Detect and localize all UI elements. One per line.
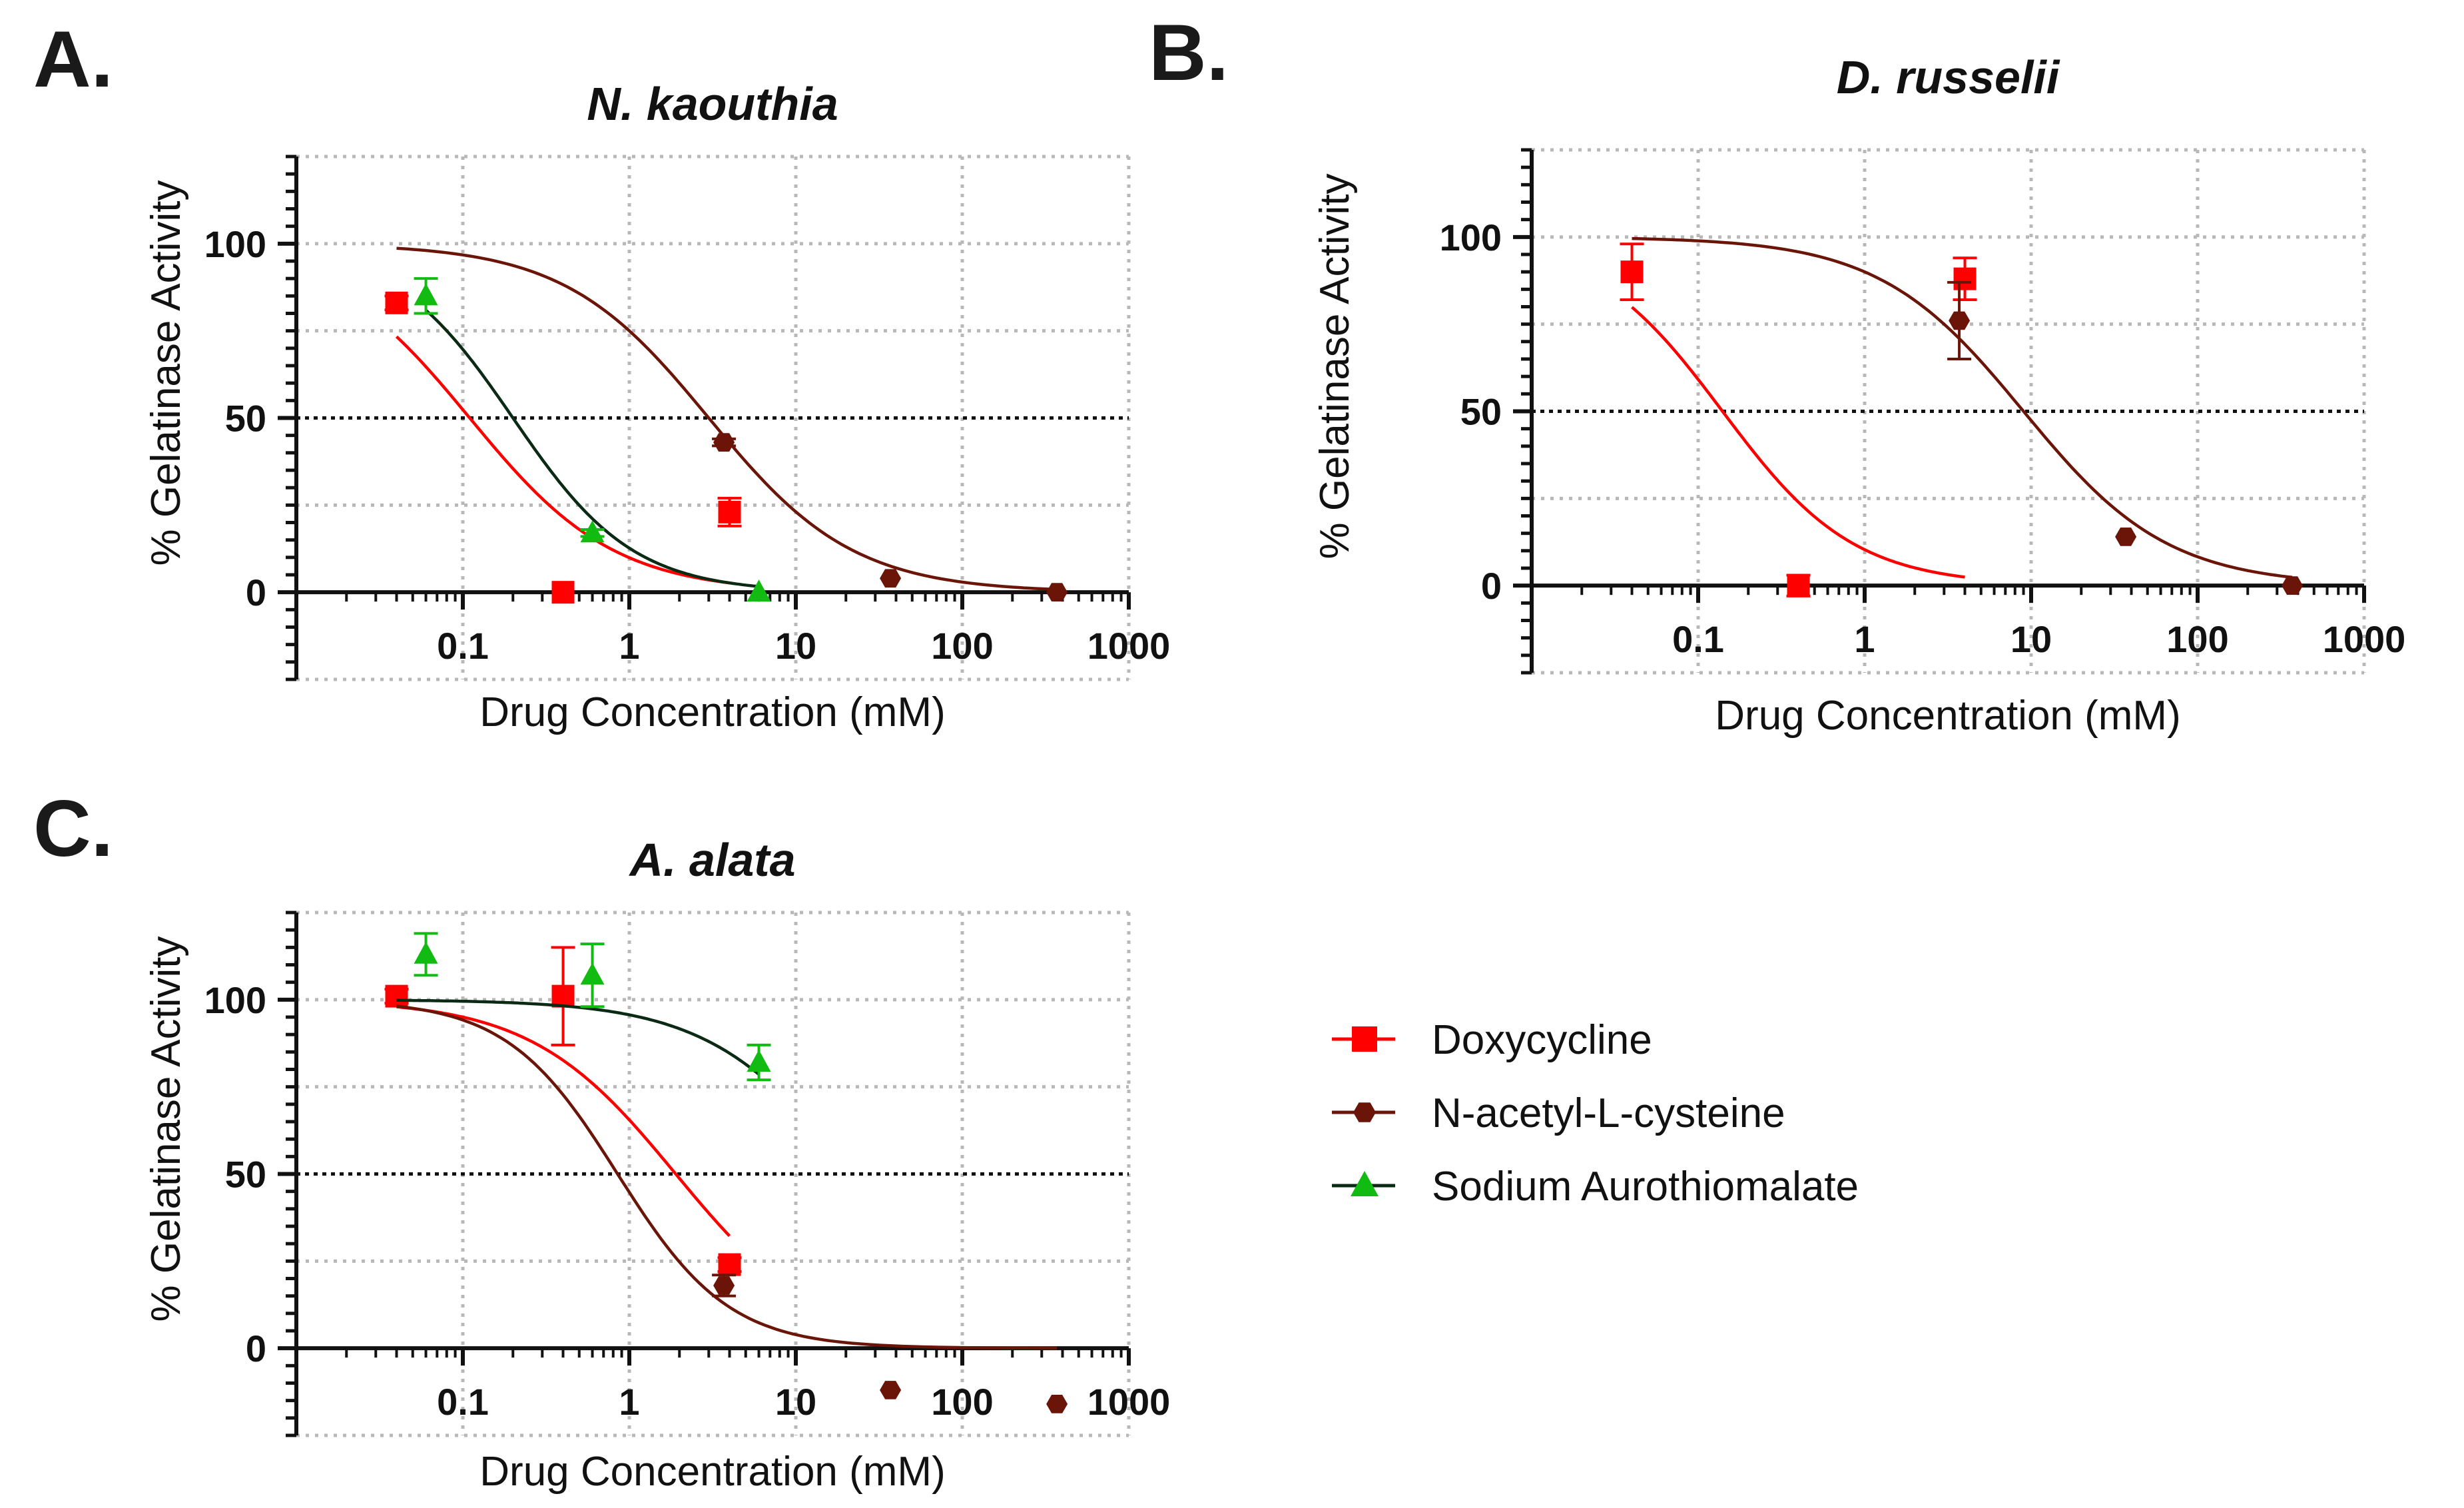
x-tick-label: 0.1 bbox=[437, 625, 489, 667]
data-point-hexagon bbox=[713, 433, 735, 452]
x-tick-label: 100 bbox=[931, 1381, 993, 1423]
data-point-hexagon bbox=[2115, 528, 2137, 546]
y-tick-label: 0 bbox=[1481, 565, 1502, 607]
legend-item-doxycycline: Doxycycline bbox=[1332, 1017, 1652, 1063]
x-tick-label: 1 bbox=[619, 625, 639, 667]
y-tick-label: 50 bbox=[225, 398, 266, 440]
x-axis-label: Drug Concentration (mM) bbox=[479, 1449, 945, 1495]
x-tick-label: 10 bbox=[775, 625, 816, 667]
legend-label: Sodium Aurothiomalate bbox=[1432, 1164, 1859, 1210]
y-tick-label: 0 bbox=[246, 1327, 266, 1369]
y-tick-label: 50 bbox=[225, 1154, 266, 1196]
fit-curve bbox=[396, 1004, 1058, 1350]
data-point-hexagon bbox=[1046, 583, 1068, 601]
x-tick-label: 100 bbox=[2166, 618, 2228, 660]
panel-letter: B. bbox=[1149, 8, 1229, 97]
legend-triangle-marker bbox=[1351, 1171, 1379, 1196]
legend-square-marker bbox=[1352, 1026, 1377, 1052]
data-point-square bbox=[551, 581, 575, 604]
x-tick-label: 10 bbox=[775, 1381, 816, 1423]
x-axis-label: Drug Concentration (mM) bbox=[479, 689, 945, 735]
data-point-triangle bbox=[580, 520, 605, 543]
legend: Doxycycline N-acetyl-L-cysteine Sodium A… bbox=[1332, 1017, 1859, 1210]
panel-b: B. D. russelii 0 50 100 0.1 1 10 100 1000 Drug … bbox=[1149, 8, 2405, 739]
plot-area: 0 50 100 0.1 1 10 100 1000 bbox=[204, 911, 1171, 1437]
data-point-square bbox=[718, 500, 741, 524]
y-tick-label: 100 bbox=[204, 979, 266, 1021]
legend-item-sodium-aurothiomalate: Sodium Aurothiomalate bbox=[1332, 1164, 1859, 1210]
x-tick-label: 1 bbox=[1854, 618, 1875, 660]
panel-c: C. A. alata 0 50 100 0.1 1 10 100 1000 Drug Con… bbox=[33, 784, 1170, 1495]
data-point-hexagon bbox=[880, 1381, 902, 1399]
data-point-triangle bbox=[414, 941, 438, 964]
plot-area: 0 50 100 0.1 1 10 100 1000 bbox=[1440, 148, 2406, 675]
chart-title: N. kaouthia bbox=[587, 78, 838, 130]
data-point-hexagon bbox=[2282, 576, 2304, 595]
data-point-triangle bbox=[580, 962, 605, 985]
y-axis-label: % Gelatinase Activity bbox=[143, 937, 189, 1322]
data-point-square bbox=[1620, 260, 1644, 284]
data-point-hexagon bbox=[880, 569, 902, 588]
data-point-square bbox=[385, 984, 408, 1008]
fit-curve bbox=[1632, 236, 2293, 579]
data-point-square bbox=[1953, 267, 1977, 290]
x-tick-label: 100 bbox=[931, 625, 993, 667]
y-tick-label: 0 bbox=[246, 571, 266, 613]
panel-letter: C. bbox=[33, 784, 113, 873]
data-point-square bbox=[1787, 574, 1810, 597]
legend-label: N-acetyl-L-cysteine bbox=[1432, 1090, 1785, 1136]
chart-title: A. alata bbox=[629, 834, 796, 886]
x-tick-label: 1000 bbox=[1087, 625, 1171, 667]
fit-curve bbox=[396, 998, 760, 1076]
data-point-triangle bbox=[747, 579, 771, 602]
y-tick-label: 100 bbox=[204, 223, 266, 265]
fit-curve bbox=[396, 1005, 731, 1238]
panel-letter: A. bbox=[33, 15, 113, 104]
legend-label: Doxycycline bbox=[1432, 1017, 1652, 1063]
data-point-square bbox=[385, 291, 408, 314]
plot-area: 0 50 100 0.1 1 10 100 1000 bbox=[204, 155, 1171, 681]
legend-hexagon-marker bbox=[1353, 1102, 1376, 1122]
x-tick-label: 1 bbox=[619, 1381, 639, 1423]
fit-curve bbox=[424, 309, 759, 588]
data-point-square bbox=[551, 984, 575, 1008]
data-point-hexagon bbox=[1949, 311, 1971, 330]
y-tick-label: 100 bbox=[1440, 216, 1502, 258]
panel-a: A. N. kaouthia 0 50 100 0.1 1 10 100 1000 Drug … bbox=[33, 15, 1170, 735]
x-axis-label: Drug Concentration (mM) bbox=[1715, 693, 2180, 739]
fit-curve bbox=[395, 335, 730, 585]
x-tick-label: 1000 bbox=[2323, 618, 2406, 660]
chart-title: D. russelii bbox=[1837, 51, 2060, 103]
y-tick-label: 50 bbox=[1460, 391, 1502, 433]
y-axis-label: % Gelatinase Activity bbox=[1312, 174, 1358, 560]
data-point-triangle bbox=[414, 283, 438, 306]
x-tick-label: 0.1 bbox=[437, 1381, 489, 1423]
data-point-hexagon bbox=[713, 1276, 735, 1295]
x-tick-label: 1000 bbox=[1087, 1381, 1171, 1423]
legend-item-n-acetyl-l-cysteine: N-acetyl-L-cysteine bbox=[1332, 1090, 1785, 1136]
x-tick-label: 10 bbox=[2010, 618, 2052, 660]
data-point-triangle bbox=[747, 1050, 771, 1072]
x-tick-label: 0.1 bbox=[1672, 618, 1724, 660]
fit-curve bbox=[1631, 306, 1965, 579]
data-point-hexagon bbox=[1046, 1395, 1068, 1413]
y-axis-label: % Gelatinase Activity bbox=[143, 181, 189, 566]
data-point-square bbox=[718, 1253, 741, 1276]
